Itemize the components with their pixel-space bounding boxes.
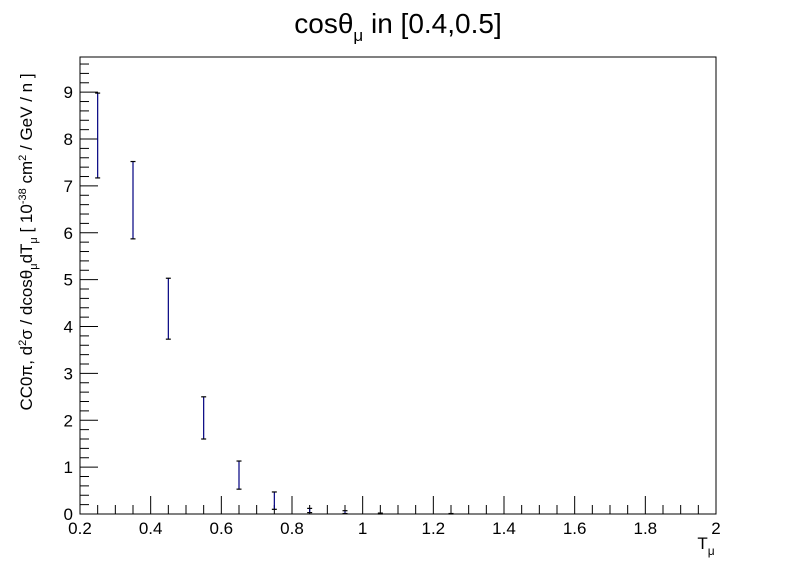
x-axis: 0.2 0.4 0.6 0.8 1 1.2 1.4 1.6 1.8 2 [68,496,721,538]
chart-title-rest: in [0.4,0.5] [363,8,502,39]
y-tick-label: 7 [64,177,73,196]
data-point [377,512,383,515]
x-tick-label: 1.2 [422,519,446,538]
y-tick-label: 9 [64,83,73,102]
y-tick-label: 8 [64,130,73,149]
x-tick-label: 2 [711,519,720,538]
y-tick-label: 0 [64,505,73,524]
y-tick-label: 3 [64,364,73,383]
data-point [130,160,136,240]
x-tick-label: 0.8 [280,519,304,538]
x-tick-label: 1.4 [492,519,516,538]
chart-title: cosθμ in [0.4,0.5] [294,8,502,45]
data-point [236,460,242,490]
y-axis-title: CC0π, d2σ / dcosθμdTμ [ 10-38 cm2 / GeV … [17,73,40,410]
data-point [307,507,313,514]
x-tick-label: 1 [358,519,367,538]
data-point [342,510,348,515]
y-tick-label: 1 [64,458,73,477]
plot-frame [79,56,717,515]
y-tick-label: 5 [64,271,73,290]
x-axis-title-sub: μ [708,544,715,558]
data-series [95,92,454,515]
x-tick-label: 0.2 [68,519,92,538]
x-axis-title: Tμ [697,534,714,558]
x-tick-label: 0.4 [139,519,163,538]
data-point [95,92,101,179]
data-point [201,396,207,440]
x-tick-label: 1.8 [634,519,658,538]
x-tick-label: 1.6 [563,519,587,538]
chart-title-sub: μ [353,26,363,45]
x-tick-label: 0.6 [210,519,234,538]
y-axis: 0 1 2 3 4 5 6 7 8 9 [64,63,98,524]
y-tick-label: 2 [64,411,73,430]
data-point [165,277,171,340]
data-point [271,491,277,510]
chart-title-main: cosθ [294,8,353,39]
x-axis-title-main: T [697,534,707,553]
y-tick-label: 4 [64,318,73,337]
y-tick-label: 6 [64,224,73,243]
